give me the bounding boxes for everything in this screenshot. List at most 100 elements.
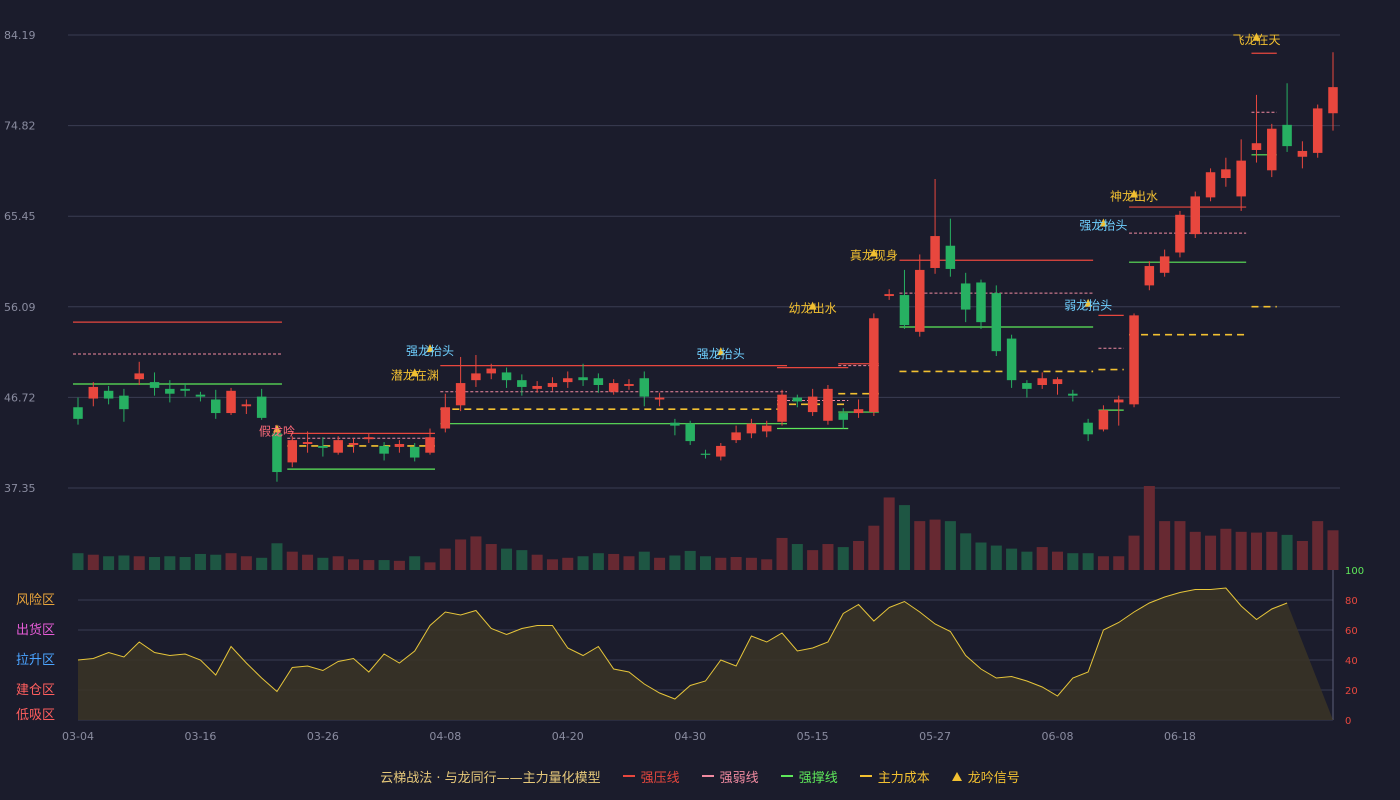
- legend-item-weak: 强弱线: [701, 767, 759, 786]
- x-tick-label: 04-30: [674, 730, 706, 743]
- x-tick-label: 04-20: [552, 730, 584, 743]
- candle-body: [532, 385, 542, 389]
- axes: 84.19 74.82 65.45 56.09 46.72 37.35 100 80 60 40 2…: [4, 29, 1364, 743]
- legend-swatch-support: [780, 775, 793, 777]
- volume-bar: [225, 553, 237, 570]
- candle-body: [716, 445, 726, 457]
- volume-bar: [1250, 532, 1262, 570]
- legend-swatch-weak: [701, 775, 714, 777]
- candle-body: [119, 395, 129, 410]
- volume-bar: [868, 525, 880, 570]
- volume-bar: [608, 553, 620, 570]
- volume-bar: [332, 556, 344, 570]
- volume-bar: [1296, 540, 1308, 570]
- signal-triangle: [272, 424, 281, 433]
- candle-body: [930, 236, 940, 268]
- legend-label: 强弱线: [719, 770, 759, 786]
- candle-body: [486, 368, 496, 374]
- signal-label: 强龙抬头: [406, 344, 454, 358]
- signal-triangle: [716, 347, 725, 356]
- candle-body: [1052, 379, 1063, 385]
- volume-bar: [485, 544, 497, 570]
- candle-body: [823, 388, 833, 421]
- candle-body: [899, 295, 910, 326]
- volume-bar: [853, 540, 865, 570]
- volume-bar: [837, 547, 849, 570]
- volume-bar: [975, 542, 987, 570]
- volume-bar: [1097, 556, 1109, 570]
- volume-bar: [929, 519, 941, 570]
- candle-body: [471, 373, 481, 381]
- risk-indicator: [77, 587, 1333, 720]
- candle-body: [1267, 128, 1277, 171]
- signal-triangle: [1084, 298, 1093, 307]
- candle-body: [318, 445, 328, 448]
- volume-bar: [1235, 531, 1247, 570]
- signal-triangle: [1252, 32, 1261, 41]
- candle-body: [869, 318, 879, 413]
- volume-bar: [546, 559, 558, 570]
- candle-body: [210, 399, 221, 414]
- x-tick-label: 03-16: [184, 730, 216, 743]
- candle-body: [287, 440, 298, 463]
- candle-body: [1068, 393, 1078, 396]
- volume-bar: [455, 539, 467, 570]
- candle-body: [1190, 196, 1201, 235]
- volume-bar: [363, 560, 375, 570]
- volume-bar: [914, 521, 926, 570]
- candle-body: [792, 397, 803, 402]
- volume-bar: [424, 562, 436, 570]
- candle-body: [884, 294, 894, 297]
- zone-label: 低吸区: [16, 708, 55, 723]
- candle-body: [1129, 315, 1139, 405]
- risk-area: [78, 588, 1333, 720]
- candle-body: [761, 425, 772, 432]
- candle-body: [960, 283, 971, 310]
- candle-body: [379, 445, 389, 454]
- volume-bar: [501, 548, 513, 570]
- volume-bar: [960, 533, 972, 570]
- volume-bar: [1128, 535, 1140, 570]
- level-lines: [73, 52, 1277, 470]
- x-tick-label: 06-08: [1042, 730, 1074, 743]
- volume-bar: [210, 554, 222, 570]
- triangle-icon: [951, 771, 962, 781]
- signal-triangle: [808, 301, 817, 310]
- volume-bar: [1266, 531, 1278, 570]
- candle-body: [1083, 422, 1093, 435]
- candle-body: [731, 432, 741, 441]
- candle-body: [1098, 410, 1109, 430]
- volume-bar: [1220, 528, 1232, 570]
- candle-body: [1328, 87, 1338, 114]
- candle-body: [165, 388, 175, 394]
- candle-body: [180, 388, 190, 391]
- volume-bar: [654, 557, 666, 570]
- signal-triangle: [410, 368, 419, 377]
- volume-bar: [286, 551, 298, 570]
- candle-body: [1175, 214, 1185, 253]
- candle-body: [1113, 399, 1124, 403]
- candle-body: [746, 423, 757, 434]
- legend-swatch-pressure: [622, 775, 635, 777]
- price-tick-label: 65.45: [4, 210, 36, 223]
- x-tick-label: 05-15: [797, 730, 829, 743]
- volume-bar: [470, 536, 482, 570]
- volume-bar: [1174, 521, 1186, 570]
- risk-tick-label: 0: [1345, 716, 1351, 727]
- legend-title: 云梯战法 · 与龙同行——主力量化模型: [380, 770, 601, 786]
- volume-bar: [317, 557, 329, 570]
- candle-body: [103, 390, 114, 399]
- volume-bar: [1159, 521, 1171, 570]
- candle-body: [256, 396, 267, 418]
- volume-bar: [699, 556, 712, 570]
- risk-tick-label: 100: [1345, 566, 1364, 577]
- candle-body: [73, 407, 83, 419]
- volume-bar: [1312, 521, 1324, 570]
- volume-bar: [944, 521, 956, 570]
- legend-label: 龙吟信号: [967, 770, 1020, 786]
- volume-bar: [592, 553, 604, 570]
- volume-bar: [1082, 553, 1094, 570]
- volume-bar: [256, 557, 268, 570]
- candle-body: [1282, 124, 1292, 147]
- candle-body: [394, 443, 405, 447]
